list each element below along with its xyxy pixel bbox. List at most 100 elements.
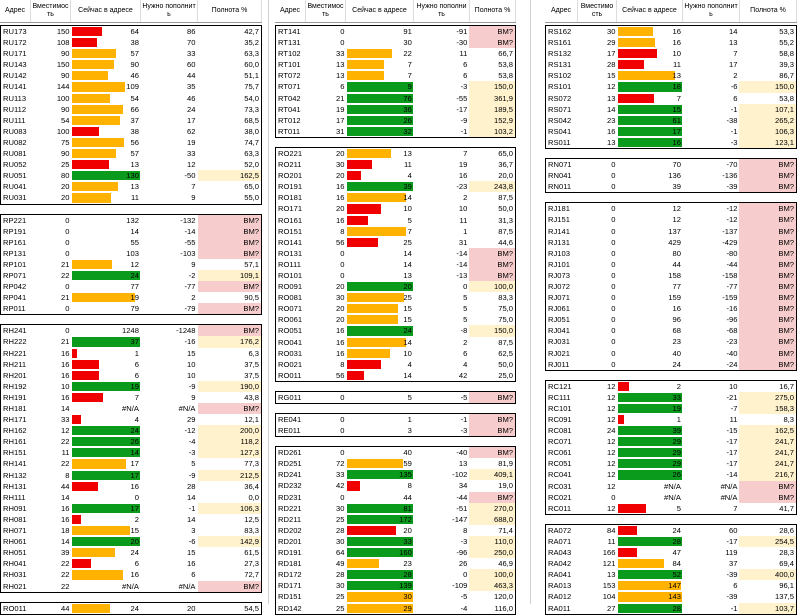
- cell-text: 33: [672, 392, 681, 402]
- cell: RH061: [3, 537, 27, 547]
- cell-text: 14: [130, 448, 139, 458]
- cell: 30: [335, 160, 345, 170]
- table-row: RJ011 0 24 -24 ВМ?: [546, 358, 797, 370]
- cell: 87,5: [498, 226, 513, 236]
- cell: 28: [335, 525, 345, 535]
- data-bar: [72, 49, 117, 59]
- cell: ВМ?: [739, 292, 797, 304]
- cell: 250,0: [469, 547, 515, 559]
- cell: 60,0: [244, 60, 259, 70]
- cell-text: 38: [130, 38, 139, 48]
- cell: -51: [456, 503, 468, 513]
- cell: 1248: [71, 325, 140, 336]
- cell: 24: [346, 325, 413, 336]
- cell: 40: [617, 348, 682, 359]
- cell: 8: [65, 470, 70, 480]
- cell: RC031: [548, 481, 572, 491]
- cell: 20: [61, 193, 70, 203]
- cell: 12: [607, 392, 616, 402]
- cell: RH111: [3, 492, 26, 502]
- table-row: RA072 84 24 60 28,6: [546, 525, 796, 536]
- cell: 106,3: [739, 125, 797, 137]
- cell: RO111: [278, 259, 301, 269]
- cell: RJ073: [548, 270, 570, 280]
- cell-text: 23: [403, 559, 412, 569]
- cell: 0: [340, 415, 345, 424]
- cell: 103,7: [739, 602, 797, 614]
- data-bar: [618, 60, 645, 70]
- cell: RT012: [278, 115, 301, 125]
- cell: 16: [335, 348, 345, 358]
- column-header: Нужно пополнить: [414, 0, 470, 22]
- cell: 0: [611, 171, 616, 181]
- cell: 12: [607, 415, 616, 424]
- cell: RH091: [3, 503, 27, 513]
- column-header: Адрес: [0, 0, 31, 22]
- table-row: RO181 16 14 2 87,5: [276, 192, 515, 203]
- cell: RO011: [278, 370, 302, 380]
- table-row: RD191 64 160 -96 250,0: [276, 547, 515, 559]
- cell: ВМ?: [739, 203, 797, 215]
- cell: 18: [61, 526, 70, 536]
- cell: -40: [726, 348, 738, 358]
- data-bar: [618, 470, 682, 480]
- cell: 26: [71, 436, 140, 447]
- cell: 10: [346, 203, 413, 214]
- cell: -3: [460, 82, 468, 92]
- cell: 429: [617, 237, 682, 248]
- cell: 14: [346, 370, 413, 381]
- cell: RO091: [278, 282, 303, 292]
- cell-text: 46: [130, 71, 139, 81]
- table-row: RN041 0 136 -136 ВМ?: [546, 170, 797, 182]
- cell: 0: [65, 237, 70, 247]
- cell: ВМ?: [739, 225, 797, 237]
- cell: -15: [726, 426, 738, 436]
- table-row: RT102 33 22 11 66,7: [276, 48, 515, 59]
- cell: 0: [65, 326, 70, 336]
- cell: 361,9: [469, 92, 515, 104]
- data-bar: [618, 536, 682, 547]
- cell: 16: [335, 193, 345, 203]
- cell: -50: [184, 171, 196, 181]
- cell-text: 16: [130, 570, 139, 580]
- cell-text: 29: [672, 437, 681, 447]
- cell: RU172: [3, 38, 27, 48]
- cell: 19: [335, 104, 345, 114]
- cell: ВМ?: [469, 37, 515, 49]
- cell: RU113: [3, 93, 27, 103]
- cell: 13: [335, 71, 345, 81]
- cell-text: 15: [403, 304, 412, 314]
- data-bar: [72, 415, 81, 425]
- table-row: RH081 16 2 14 12,5: [1, 514, 261, 525]
- table-row: RO111 0 14 -14 ВМ?: [276, 258, 515, 270]
- cell: 12: [607, 403, 616, 413]
- cell: 15: [71, 525, 140, 536]
- cell: 13: [729, 38, 738, 48]
- table-row: RT041 19 36 -17 189,5: [276, 103, 515, 115]
- cell: ВМ?: [469, 247, 515, 259]
- cell-text: 80: [672, 248, 681, 258]
- cell: #N/A: [178, 404, 196, 413]
- cell: RD232: [278, 481, 302, 491]
- cell-text: #N/A: [664, 492, 681, 502]
- cell: 96,1: [779, 581, 795, 591]
- data-bar: [618, 104, 682, 114]
- cell: -12: [726, 204, 738, 214]
- cell: 96: [617, 314, 682, 325]
- cell: 44,6: [498, 237, 513, 247]
- table-row: RH201 16 6 10 37,5: [1, 370, 261, 381]
- cell: RC071: [548, 437, 572, 447]
- cell: 0: [340, 27, 345, 36]
- cell: 158,3: [739, 402, 797, 414]
- data-bar: [347, 182, 413, 192]
- cell: 147: [617, 580, 682, 591]
- cell: RS041: [548, 126, 572, 136]
- cell-text: #N/A: [122, 581, 139, 591]
- cell: 90: [71, 59, 140, 70]
- data-bar: [72, 470, 140, 480]
- cell: 7: [346, 226, 413, 237]
- cell: 2: [617, 381, 682, 392]
- cell: 71,4: [498, 525, 513, 535]
- cell: 23: [346, 558, 413, 569]
- data-bar: [347, 204, 382, 214]
